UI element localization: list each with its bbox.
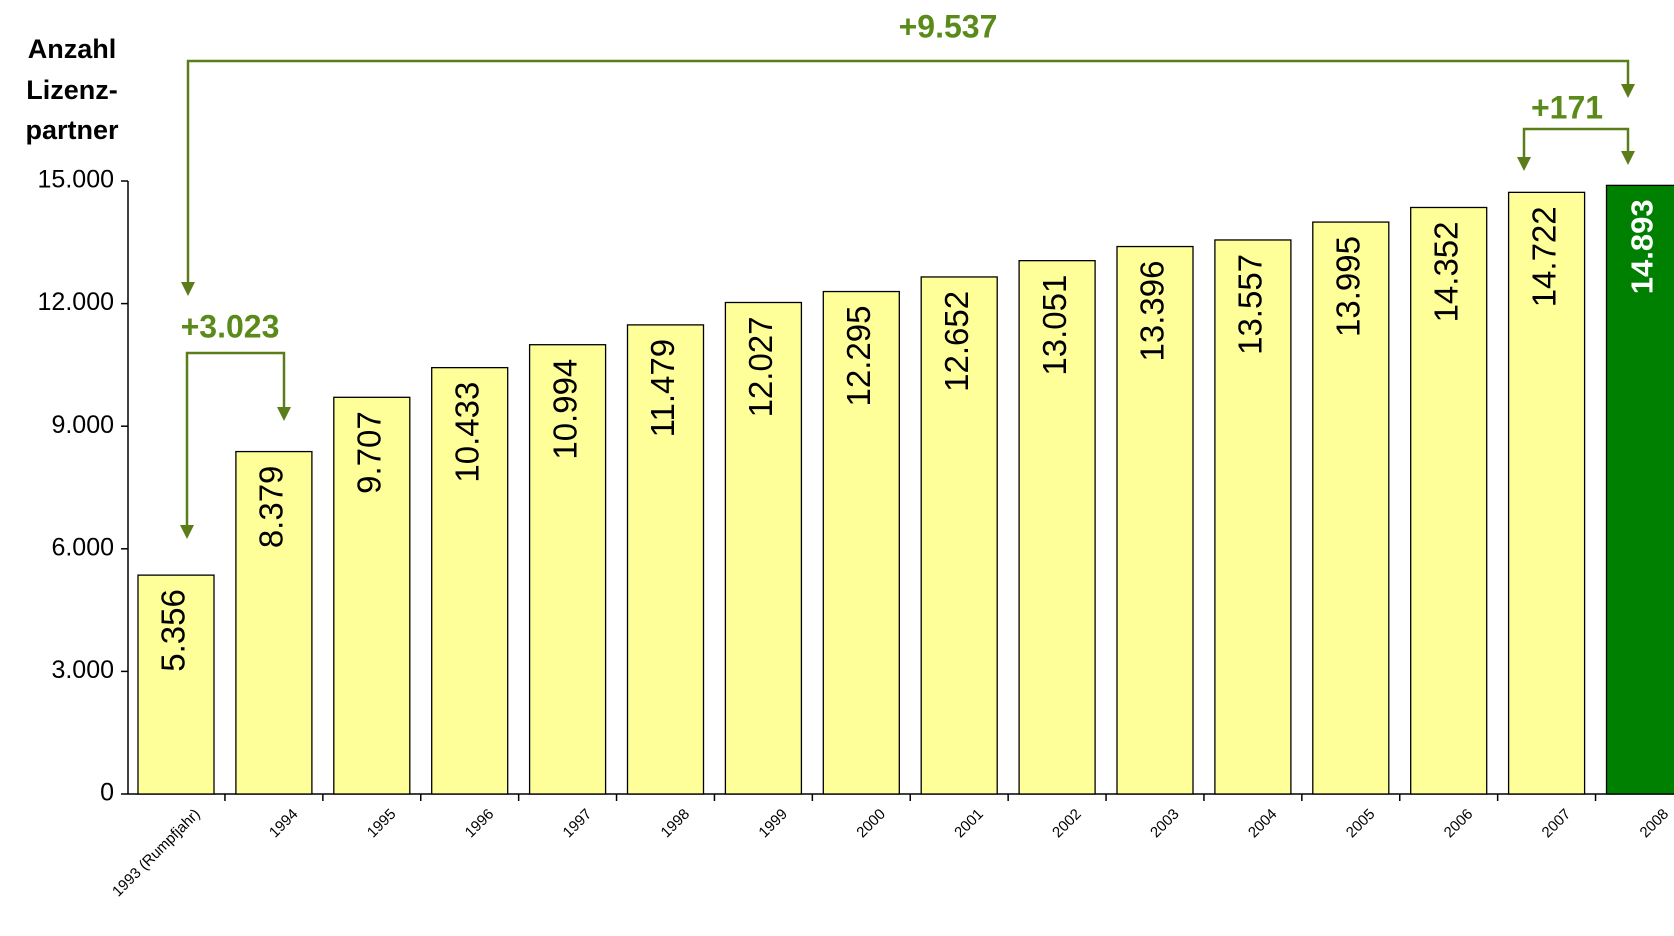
x-tick-label: 2001 — [951, 806, 987, 842]
value-label: 13.396 — [1134, 261, 1171, 362]
bar — [235, 450, 313, 795]
y-axis-label: Anzahl — [28, 34, 117, 64]
value-label: 14.722 — [1525, 206, 1562, 307]
x-tick-label: 1994 — [266, 806, 302, 842]
y-tick-label: 12.000 — [38, 288, 114, 316]
bar — [431, 366, 509, 795]
y-axis-label: Lizenz- — [26, 75, 118, 105]
y-tick-label: 6.000 — [51, 533, 114, 561]
bar — [528, 344, 607, 795]
value-label: 14.893 — [1625, 199, 1660, 294]
bar — [1410, 206, 1488, 795]
value-label: 13.995 — [1330, 236, 1367, 337]
x-tick-label: 1996 — [462, 806, 498, 842]
bracket-1994 — [180, 351, 291, 539]
bar — [1605, 184, 1674, 795]
x-tick-label: 1995 — [364, 806, 400, 842]
bar — [724, 301, 803, 795]
x-tick-label: 2008 — [1637, 806, 1673, 842]
bar — [137, 574, 215, 795]
bar — [333, 396, 411, 795]
value-label: 9.707 — [351, 411, 388, 494]
x-tick-label: 1993 (Rumpfjahr) — [109, 806, 204, 901]
value-label: 11.479 — [644, 339, 681, 437]
value-label: 5.356 — [155, 589, 192, 672]
annotation: +171 — [1531, 89, 1603, 125]
x-tick-label: 2003 — [1147, 806, 1183, 842]
bar — [1312, 221, 1390, 795]
bar — [1018, 259, 1096, 795]
x-tick-label: 2000 — [853, 806, 889, 842]
bar — [626, 324, 705, 795]
bar — [1116, 245, 1194, 795]
value-label: 14.352 — [1427, 221, 1464, 322]
bar — [920, 276, 998, 795]
value-label: 10.433 — [448, 382, 485, 483]
value-label: 10.994 — [546, 359, 583, 460]
x-tick-label: 1999 — [755, 806, 791, 842]
bracket-2008 — [1517, 127, 1635, 171]
value-label: 13.557 — [1232, 254, 1269, 355]
y-tick-label: 3.000 — [51, 656, 114, 684]
value-label: 12.652 — [938, 291, 975, 392]
y-tick-label: 15.000 — [38, 166, 114, 194]
x-tick-label: 1998 — [658, 806, 694, 842]
x-tick-label: 2004 — [1245, 806, 1281, 842]
y-tick-label: 9.000 — [51, 411, 114, 439]
x-tick-label: 1997 — [560, 806, 596, 842]
value-label: 12.295 — [840, 306, 877, 407]
y-axis-label: partner — [25, 115, 119, 145]
value-label: 13.051 — [1036, 275, 1073, 376]
annotation: +3.023 — [181, 308, 280, 344]
annotation: +9.537 — [899, 8, 998, 44]
value-label: 8.379 — [253, 466, 290, 549]
value-label: 12.027 — [742, 316, 779, 417]
bar — [822, 290, 900, 795]
x-tick-label: 2006 — [1441, 806, 1477, 842]
bracket-total — [181, 59, 1635, 296]
bar — [1214, 239, 1292, 795]
y-tick-label: 0 — [100, 779, 114, 807]
bar — [1507, 191, 1586, 795]
x-tick-label: 2007 — [1539, 806, 1575, 842]
x-tick-label: 2002 — [1049, 806, 1085, 842]
x-tick-label: 2005 — [1343, 806, 1379, 842]
